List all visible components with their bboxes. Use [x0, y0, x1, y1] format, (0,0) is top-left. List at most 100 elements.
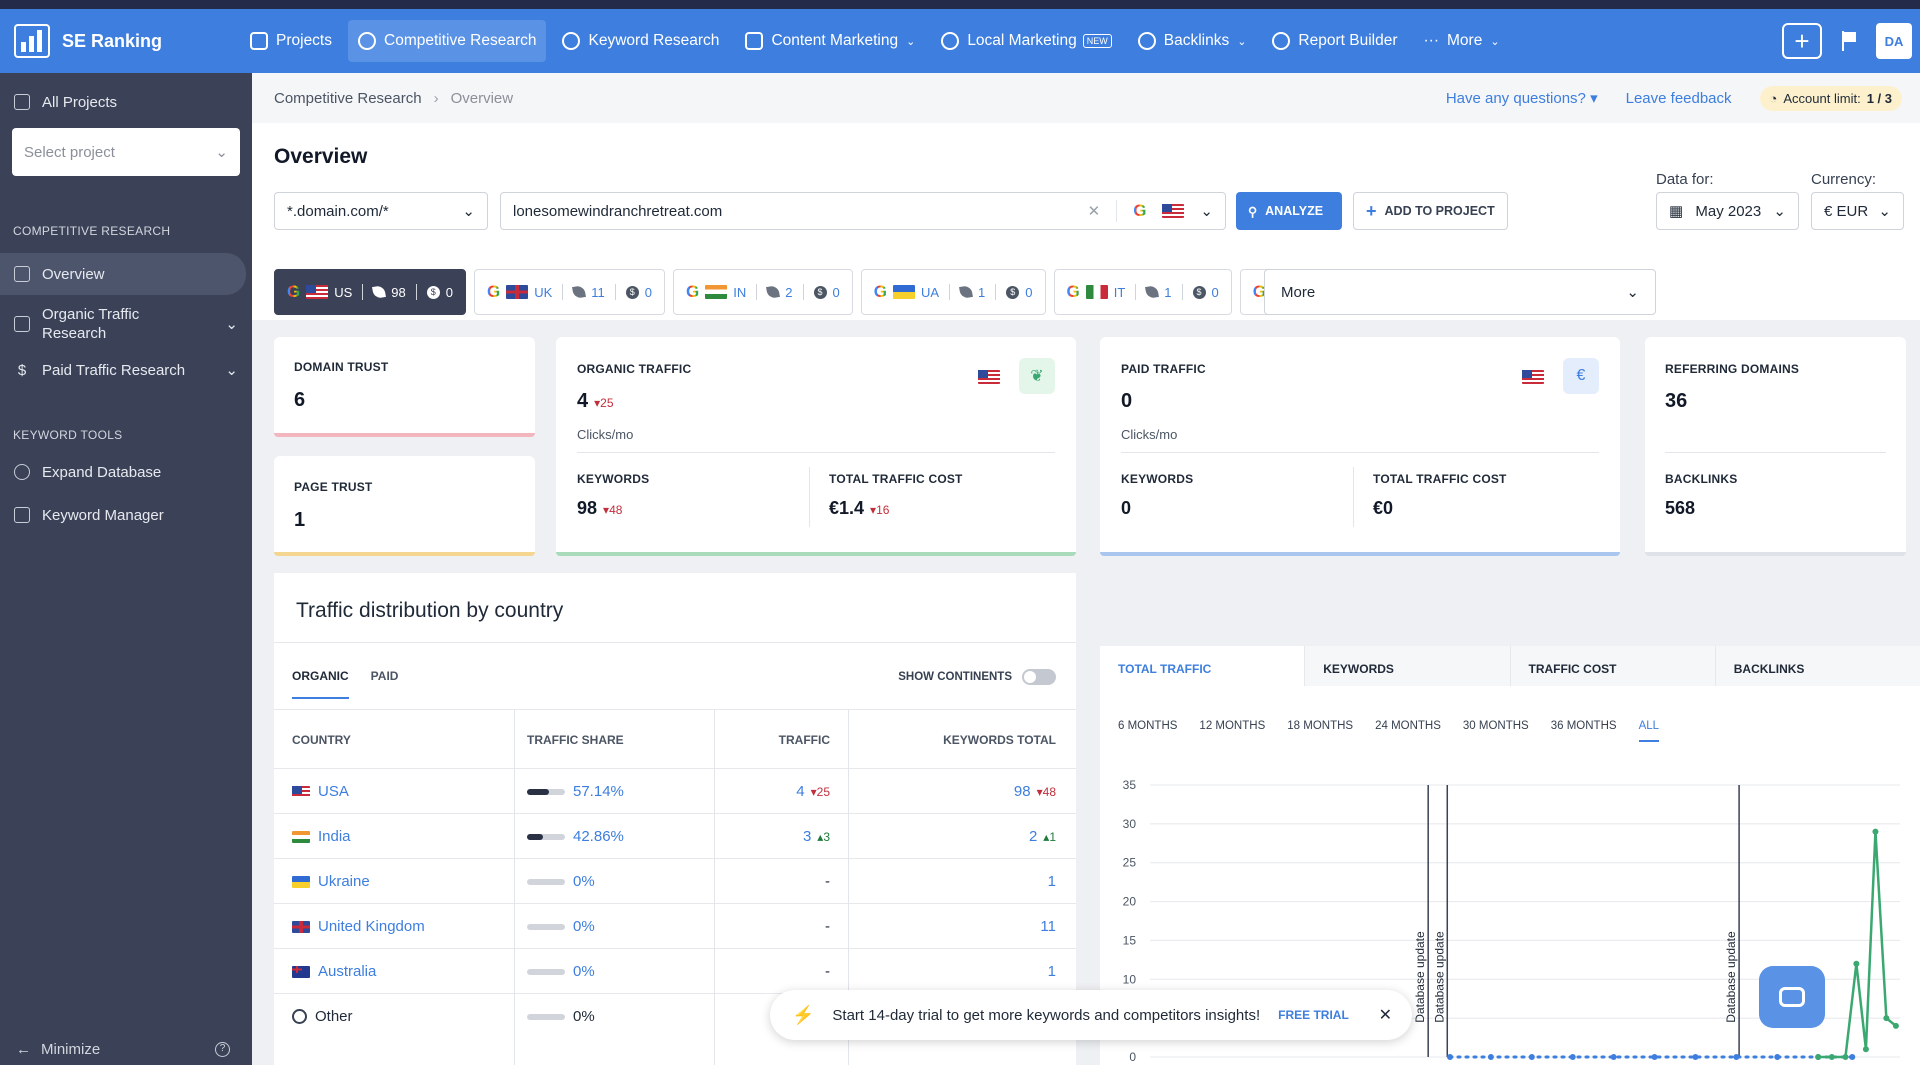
traffic-value[interactable]: 4 — [796, 783, 805, 800]
add-button[interactable]: + — [1782, 23, 1822, 59]
questions-link[interactable]: Have any questions? ▾ — [1446, 89, 1598, 107]
nav-backlinks[interactable]: Backlinks ⌄ — [1128, 20, 1257, 62]
help-icon[interactable]: ? — [215, 1041, 230, 1057]
keywords-value[interactable]: 11 — [1040, 918, 1056, 935]
tab-traffic-cost[interactable]: TRAFFIC COST — [1509, 646, 1715, 686]
table-header: COUNTRY TRAFFIC SHARE TRAFFIC KEYWORDS T… — [274, 709, 1076, 768]
sidebar-item-overview[interactable]: Overview — [0, 253, 246, 295]
sidebar-item-organic[interactable]: Organic Traffic Research ⌄ — [0, 301, 252, 347]
keywords-delta: ▴1 — [1043, 829, 1056, 844]
period-30-months[interactable]: 30 MONTHS — [1462, 720, 1529, 732]
logo[interactable]: SE Ranking — [0, 24, 240, 58]
table-row: USA 57.14% 4 ▾25 98 ▾48 — [274, 768, 1076, 813]
sidebar-item-keyword-manager[interactable]: Keyword Manager — [0, 502, 252, 528]
country-name[interactable]: India — [318, 828, 351, 845]
y-tick-label: 20 — [1123, 895, 1137, 909]
period-all[interactable]: ALL — [1638, 720, 1660, 742]
col-keywords[interactable]: KEYWORDS TOTAL — [943, 732, 1056, 747]
tab-backlinks[interactable]: BACKLINKS — [1714, 646, 1920, 686]
lightning-icon: ⚡ — [792, 1004, 815, 1025]
tab-paid[interactable]: PAID — [370, 669, 399, 683]
us-flag-icon — [978, 370, 1000, 384]
sidebar-item-expand-database[interactable]: Expand Database — [0, 459, 252, 485]
country-tab-in[interactable]: G IN 2 $0 — [673, 269, 853, 315]
period-12-months[interactable]: 12 MONTHS — [1199, 720, 1266, 732]
col-traffic[interactable]: TRAFFIC — [778, 732, 830, 747]
chat-button[interactable] — [1759, 966, 1825, 1028]
data-point — [1487, 1054, 1494, 1060]
data-point — [1447, 1054, 1453, 1060]
domain-mode-select[interactable]: *.domain.com/* ⌄ — [274, 192, 488, 230]
free-trial-link[interactable]: FREE TRIAL — [1278, 1008, 1349, 1022]
keywords-value[interactable]: 98 — [1013, 783, 1031, 800]
card-label: ORGANIC TRAFFIC — [577, 362, 692, 376]
period-6-months[interactable]: 6 MONTHS — [1118, 720, 1178, 732]
country-tab-uk[interactable]: G UK 11 $0 — [474, 269, 666, 315]
trial-toast: ⚡ Start 14-day trial to get more keyword… — [770, 990, 1412, 1040]
backlinks-value: 568 — [1665, 498, 1696, 518]
grid-icon — [14, 266, 30, 282]
analyze-button[interactable]: ⚲ ANALYZE — [1236, 192, 1342, 230]
domain-input[interactable]: lonesomewindranchretreat.com ✕ G ⌄ — [500, 192, 1226, 230]
flag-icon[interactable] — [1840, 31, 1858, 51]
currency-select[interactable]: € EUR ⌄ — [1811, 192, 1904, 230]
nav-report-builder[interactable]: Report Builder — [1262, 20, 1407, 62]
month-select[interactable]: ▦ May 2023 ⌄ — [1656, 192, 1799, 230]
top-navbar: SE Ranking Projects Competitive Research… — [0, 9, 1920, 73]
tab-organic[interactable]: ORGANIC — [292, 669, 349, 699]
feedback-link[interactable]: Leave feedback — [1625, 89, 1732, 107]
nav-local-marketing[interactable]: Local Marketing NEW — [931, 20, 1121, 62]
currency-value: € EUR — [1824, 202, 1869, 220]
keywords-count: 11 — [591, 284, 605, 300]
country-name[interactable]: United Kingdom — [318, 918, 425, 935]
share-cell: 0% — [527, 904, 595, 949]
breadcrumb-root[interactable]: Competitive Research — [274, 89, 422, 107]
card-label: KEYWORDS — [1121, 472, 1194, 486]
period-18-months[interactable]: 18 MONTHS — [1287, 720, 1354, 732]
add-project-label: ADD TO PROJECT — [1384, 204, 1495, 218]
card-label: PAGE TRUST — [294, 480, 373, 494]
continents-toggle[interactable] — [1022, 669, 1056, 685]
nav-keyword-research[interactable]: Keyword Research — [552, 20, 729, 62]
data-for-label: Data for: — [1656, 171, 1714, 188]
sidebar-item-all-projects[interactable]: All Projects — [0, 89, 252, 115]
keywords-value[interactable]: 1 — [1047, 873, 1056, 890]
share-cell: 0% — [527, 949, 595, 994]
period-36-months[interactable]: 36 MONTHS — [1550, 720, 1617, 732]
account-limit[interactable]: ◔ Account limit: 1 / 3 — [1759, 85, 1902, 111]
close-icon[interactable]: ✕ — [1378, 1007, 1392, 1024]
nav-competitive-research[interactable]: Competitive Research — [348, 20, 547, 62]
country-tab-ua[interactable]: G UA 1 $0 — [860, 269, 1046, 315]
country-name[interactable]: USA — [318, 783, 349, 800]
keywords-value[interactable]: 2 — [1028, 828, 1038, 845]
chevron-down-icon[interactable]: ⌄ — [1200, 203, 1213, 220]
nav-content-marketing[interactable]: Content Marketing ⌄ — [735, 20, 925, 62]
tab-keywords[interactable]: KEYWORDS — [1304, 646, 1510, 686]
nav-more[interactable]: ··· More ⌄ — [1414, 20, 1510, 62]
table-row: Other 0% — [274, 993, 1076, 1038]
sidebar-item-paid[interactable]: $ Paid Traffic Research ⌄ — [0, 357, 252, 383]
country-name[interactable]: Ukraine — [318, 873, 370, 890]
country-code: US — [334, 284, 353, 300]
country-tab-it[interactable]: G IT 1 $0 — [1053, 269, 1232, 315]
period-24-months[interactable]: 24 MONTHS — [1375, 720, 1441, 732]
keywords-value[interactable]: 1 — [1047, 963, 1056, 980]
traffic-value[interactable]: 3 — [802, 828, 812, 845]
minimize-button[interactable]: ← Minimize? — [0, 1033, 252, 1065]
col-country[interactable]: COUNTRY — [292, 732, 351, 747]
nav-projects[interactable]: Projects — [240, 20, 342, 62]
more-countries-select[interactable]: More ⌄ — [1264, 269, 1656, 315]
clear-icon[interactable]: ✕ — [1087, 203, 1101, 220]
table-row: United Kingdom 0% - 11 — [274, 903, 1076, 948]
col-traffic-share[interactable]: TRAFFIC SHARE — [527, 732, 624, 747]
avatar[interactable]: DA — [1876, 23, 1912, 59]
dollar-icon: $ — [426, 285, 440, 299]
add-to-project-button[interactable]: + ADD TO PROJECT — [1353, 192, 1508, 230]
country-name[interactable]: Australia — [318, 963, 377, 980]
share-cell: 42.86% — [527, 814, 624, 859]
tab-total-traffic[interactable]: TOTAL TRAFFIC — [1100, 646, 1305, 686]
project-select[interactable]: Select project ⌄ — [12, 128, 240, 176]
data-point — [1872, 828, 1879, 835]
country-tab-us[interactable]: G US 98 $0 — [274, 269, 466, 315]
table-row: Australia 0% - 1 — [274, 948, 1076, 993]
